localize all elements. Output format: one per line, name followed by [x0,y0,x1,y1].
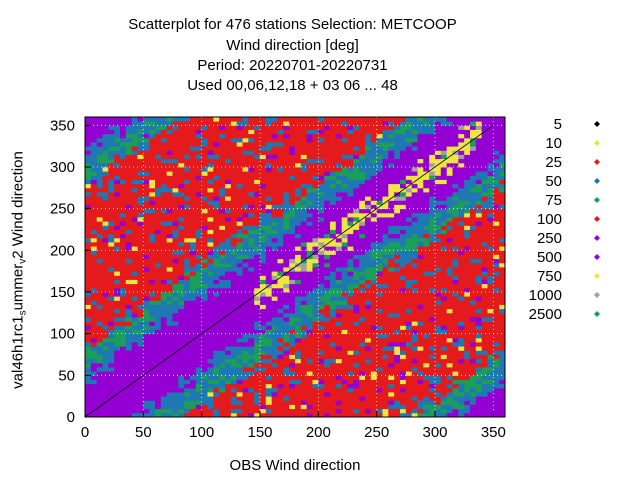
y-tick-label: 350 [50,117,75,134]
x-tick-label: 250 [364,424,389,441]
y-axis-label: val46h1rc1summerv2 Wind direction [9,151,29,389]
y-tick-label: 250 [50,201,75,218]
legend-label: 1000 [529,287,562,304]
x-axis-label: OBS Wind direction [229,457,361,474]
y-tick-label: 100 [50,326,75,343]
legend-label: 5 [554,116,562,133]
legend-marker [594,121,600,127]
legend-marker [594,235,600,241]
legend-label: 10 [545,135,562,152]
chart-title-line-4: Used 00,06,12,18 + 03 06 ... 48 [187,77,398,94]
legend-marker [594,178,600,184]
y-tick-label: 200 [50,242,75,259]
x-tick-label: 100 [189,424,214,441]
y-tick-label: 0 [67,409,75,426]
plot-frame [84,116,506,418]
legend-label: 500 [537,249,562,266]
y-tick-label: 300 [50,159,75,176]
legend-label: 2500 [529,306,562,323]
x-tick-label: 350 [481,424,506,441]
legend-marker [594,140,600,146]
x-axis-ticks: 0 50 100 150 200 250 300 350 [81,411,506,441]
legend-marker [594,254,600,260]
legend-label: 25 [545,154,562,171]
legend-marker [594,273,600,279]
legend-marker [594,159,600,165]
chart-title-line-2: Wind direction [deg] [226,37,359,54]
x-tick-label: 200 [306,424,331,441]
y-tick-label: 50 [58,367,75,384]
legend-label: 750 [537,268,562,285]
legend-label: 100 [537,211,562,228]
y-axis-ticks: 0 50 100 150 200 250 300 350 [50,117,91,426]
x-tick-label: 50 [135,424,152,441]
x-tick-label: 0 [81,424,89,441]
legend-label: 50 [545,173,562,190]
legend: 5 10 25 50 75 100 250 500 750 1000 2500 [529,116,600,323]
legend-marker [594,216,600,222]
legend-label: 75 [545,192,562,209]
y-tick-label: 150 [50,284,75,301]
chart-title-line-3: Period: 20220701-20220731 [197,57,388,74]
x-tick-label: 150 [247,424,272,441]
chart-title-line-1: Scatterplot for 476 stations Selection: … [128,16,457,33]
legend-marker [594,311,600,317]
legend-label: 250 [537,230,562,247]
density-heatmap [85,117,505,417]
diagonal-reference-line [84,125,494,418]
legend-marker [594,197,600,203]
legend-marker [594,292,600,298]
x-tick-label: 300 [422,424,447,441]
